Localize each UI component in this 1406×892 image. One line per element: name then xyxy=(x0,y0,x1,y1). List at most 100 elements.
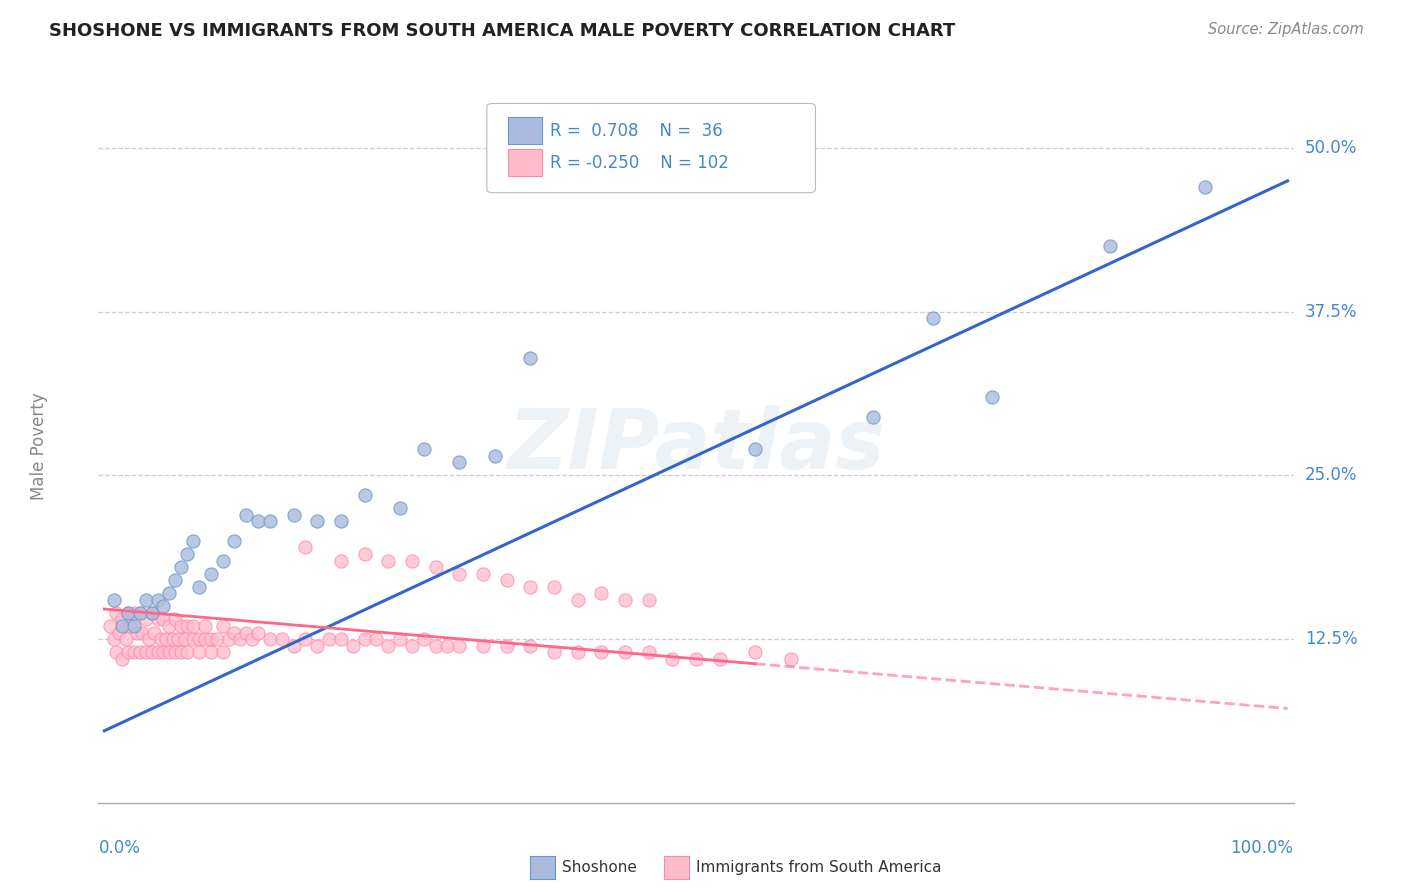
Point xyxy=(141,606,163,620)
Point xyxy=(117,645,139,659)
Point xyxy=(401,639,423,653)
Point xyxy=(114,632,136,647)
Point xyxy=(389,501,412,516)
Point xyxy=(120,619,142,633)
Point xyxy=(661,652,683,666)
Point xyxy=(188,580,211,594)
Point xyxy=(176,619,198,633)
Point xyxy=(307,639,329,653)
Point xyxy=(141,606,163,620)
Point xyxy=(472,566,495,581)
Point xyxy=(211,619,233,633)
Point xyxy=(543,645,565,659)
Point xyxy=(194,619,217,633)
Point xyxy=(98,619,121,633)
Point xyxy=(188,632,211,647)
Point xyxy=(173,632,195,647)
Point xyxy=(637,592,659,607)
Text: ZIPatlas: ZIPatlas xyxy=(508,406,884,486)
Point xyxy=(166,632,188,647)
Text: 0.0%: 0.0% xyxy=(98,838,141,857)
Point xyxy=(117,606,139,620)
Point xyxy=(165,645,187,659)
Text: Shoshone: Shoshone xyxy=(562,860,637,874)
Point xyxy=(170,645,193,659)
Point xyxy=(709,652,731,666)
Point xyxy=(543,580,565,594)
Point xyxy=(484,449,506,463)
Point xyxy=(377,553,399,567)
Point xyxy=(283,639,305,653)
Point xyxy=(270,632,292,647)
Point xyxy=(224,533,246,548)
Point xyxy=(127,625,149,640)
Point xyxy=(111,619,134,633)
FancyBboxPatch shape xyxy=(486,103,815,193)
Point xyxy=(366,632,388,647)
Point xyxy=(141,645,163,659)
Text: R =  0.708    N =  36: R = 0.708 N = 36 xyxy=(550,121,723,139)
Point xyxy=(637,645,659,659)
Text: 50.0%: 50.0% xyxy=(1305,139,1357,157)
Point xyxy=(353,632,375,647)
Point xyxy=(519,580,541,594)
Point xyxy=(152,599,174,614)
Point xyxy=(744,442,766,457)
Point xyxy=(135,645,157,659)
Text: 100.0%: 100.0% xyxy=(1230,838,1294,857)
Point xyxy=(181,533,204,548)
Point xyxy=(165,573,187,587)
Point xyxy=(259,514,281,528)
Point xyxy=(744,645,766,659)
Point xyxy=(103,632,125,647)
Point xyxy=(591,586,613,600)
Point xyxy=(412,442,434,457)
Point xyxy=(779,652,801,666)
Point xyxy=(401,553,423,567)
Point xyxy=(176,645,198,659)
Point xyxy=(259,632,281,647)
Point xyxy=(685,652,707,666)
Point xyxy=(307,514,329,528)
Point xyxy=(170,560,193,574)
Point xyxy=(1099,239,1122,253)
Point xyxy=(105,645,128,659)
Point xyxy=(235,508,257,522)
Point xyxy=(138,632,160,647)
Point xyxy=(150,632,173,647)
Point xyxy=(111,652,134,666)
Point xyxy=(200,566,222,581)
Point xyxy=(519,639,541,653)
Point xyxy=(412,632,434,647)
Point xyxy=(122,606,145,620)
Point xyxy=(122,619,145,633)
Point xyxy=(157,645,180,659)
Point xyxy=(342,639,364,653)
Point xyxy=(614,592,637,607)
Point xyxy=(128,606,150,620)
Text: Source: ZipAtlas.com: Source: ZipAtlas.com xyxy=(1208,22,1364,37)
Point xyxy=(146,612,169,626)
Point xyxy=(247,514,270,528)
Point xyxy=(143,625,166,640)
Point xyxy=(200,645,222,659)
Point xyxy=(449,566,471,581)
Point xyxy=(330,553,353,567)
FancyBboxPatch shape xyxy=(509,117,541,145)
Point xyxy=(157,586,180,600)
Point xyxy=(436,639,458,653)
Point xyxy=(146,592,169,607)
Point xyxy=(211,645,233,659)
Point xyxy=(1194,180,1216,194)
Point xyxy=(377,639,399,653)
Point xyxy=(122,645,145,659)
Point xyxy=(614,645,637,659)
Point xyxy=(146,645,169,659)
Point xyxy=(229,632,252,647)
Point xyxy=(567,645,589,659)
Point xyxy=(218,632,240,647)
Point xyxy=(330,632,353,647)
Point xyxy=(519,351,541,365)
Point xyxy=(211,553,233,567)
Point xyxy=(131,625,153,640)
